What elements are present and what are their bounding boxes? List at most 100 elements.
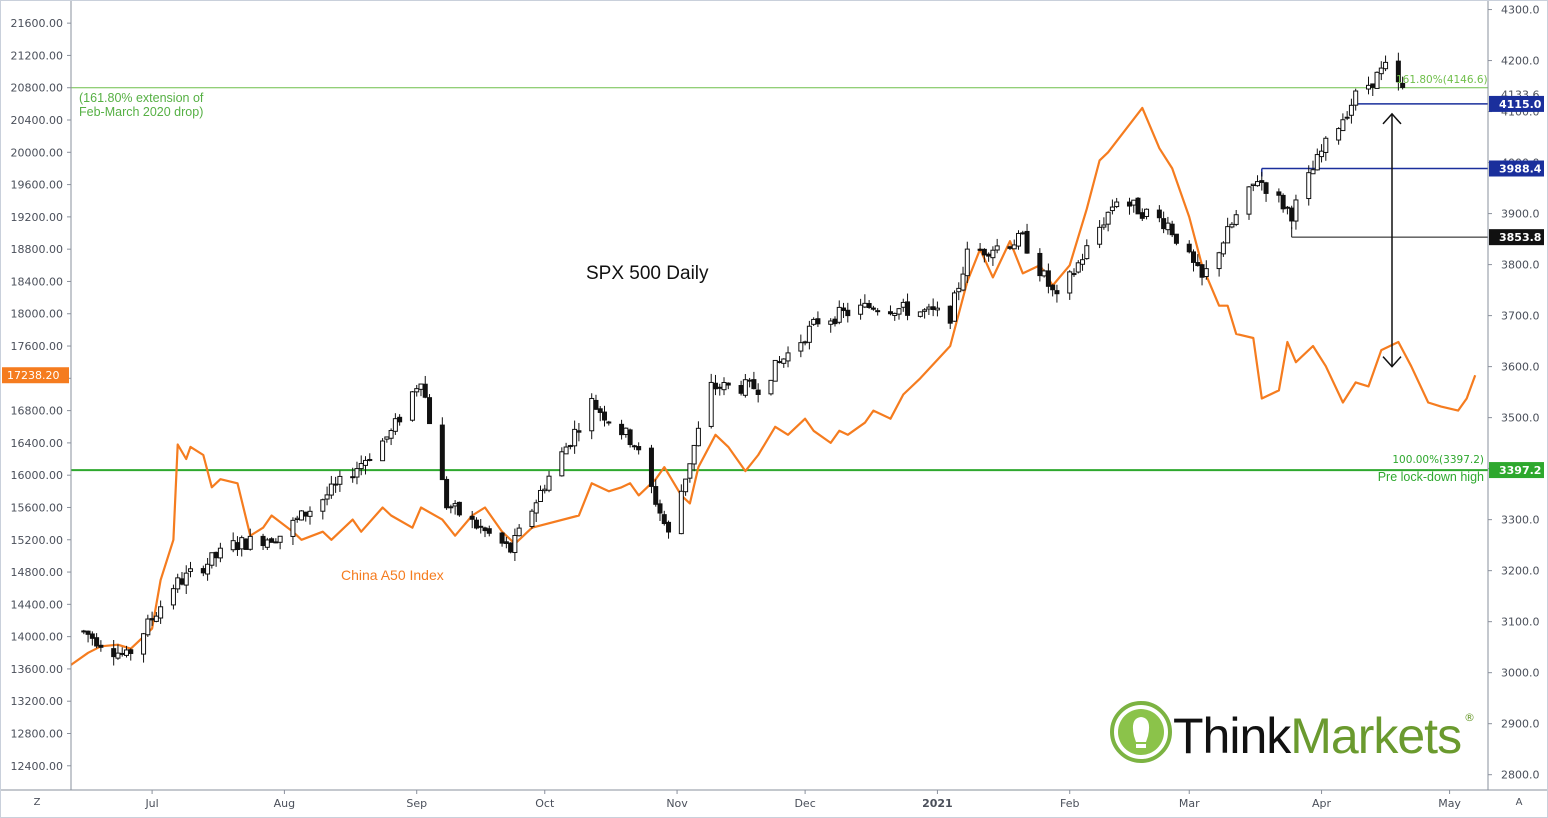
spx-candle (1114, 197, 1120, 209)
spx-candle (205, 557, 211, 581)
spx-candle (1109, 199, 1115, 215)
spx-candle (512, 528, 518, 562)
spx-candle (602, 405, 608, 427)
spx-candle (128, 648, 134, 661)
spx-candle (917, 311, 923, 318)
spx-candle (1220, 241, 1226, 257)
spx-candle (1263, 181, 1269, 202)
spx-candle (1259, 171, 1265, 191)
spx-candle (1050, 284, 1056, 297)
spx-candle (546, 470, 552, 493)
spx-candle (508, 542, 514, 554)
spx-candle (627, 428, 633, 448)
spx-candle (1105, 211, 1111, 232)
spx-candle (1395, 52, 1401, 91)
left-tick-label: 14400.00 (11, 598, 64, 611)
spx-candle (781, 358, 787, 368)
spx-candle (1353, 88, 1359, 111)
spx-candle (469, 510, 475, 529)
spx-candle (683, 478, 689, 496)
logo-lightbulb-icon (1132, 717, 1150, 742)
spx-candle (661, 510, 667, 526)
spx-candle (499, 531, 505, 547)
spx-candle (772, 359, 778, 382)
spx-candle (631, 444, 637, 450)
month-label: Sep (406, 797, 427, 810)
spx-candle (145, 614, 151, 637)
auto-scale-button[interactable]: A (1515, 797, 1523, 808)
spx-candle (1400, 76, 1406, 90)
spx-candle (213, 551, 219, 567)
china-a50-line (70, 106, 1477, 666)
spx-candle (708, 373, 714, 429)
spx-candle (290, 517, 296, 545)
spx-candle (1144, 208, 1150, 220)
spx-candle (1016, 230, 1022, 250)
month-label: Feb (1060, 797, 1079, 810)
left-tick-label: 20400.00 (11, 114, 64, 127)
spx-candle (721, 377, 727, 396)
left-tick-label: 16400.00 (11, 437, 64, 450)
zoom-button[interactable]: Z (33, 797, 41, 808)
spx-candle (392, 413, 398, 435)
spx-candle (811, 317, 817, 326)
spx-candle (1071, 268, 1077, 277)
spx-candle (1067, 270, 1073, 300)
right-tick-label: 3600.0 (1501, 361, 1540, 374)
spx-candle (657, 499, 663, 521)
spx-candle (785, 346, 791, 368)
left-tick-label: 21600.00 (11, 17, 64, 30)
spx-candle (1169, 220, 1175, 238)
spx-candle (298, 510, 304, 521)
spx-candle (516, 524, 522, 537)
spx-candle (1186, 240, 1192, 254)
spx-candle (1233, 209, 1239, 227)
spx-candle (85, 630, 91, 643)
spx-candle (930, 298, 936, 317)
level-lines (71, 87, 1488, 472)
spx-candle (572, 420, 578, 454)
spx-candle (900, 298, 906, 312)
spx-candle (559, 447, 565, 477)
spx-candle (593, 394, 599, 410)
spx-candle (384, 436, 390, 443)
month-label: 2021 (922, 797, 953, 810)
spx-candle (678, 484, 684, 535)
month-label: Nov (666, 797, 688, 810)
left-tick-label: 19200.00 (11, 211, 64, 224)
thinkmarkets-logo: ThinkMarkets ® (1110, 701, 1475, 764)
month-label: May (1438, 797, 1461, 810)
spx-candle (1007, 245, 1013, 251)
fib-note-line2: Feb-March 2020 drop) (79, 105, 203, 119)
spx-candle (1378, 61, 1384, 81)
spx-candle (1383, 55, 1389, 72)
spx-candle (832, 316, 838, 327)
logo-markets-text: Markets (1290, 708, 1461, 764)
right-price-badge (1489, 229, 1544, 246)
current-price-label: 17238.20 (7, 369, 60, 382)
spx-candle (230, 532, 236, 553)
spx-candle (153, 612, 159, 623)
spx-candle (691, 444, 697, 472)
logo-ring-icon (1110, 701, 1172, 763)
spx-candle (1319, 144, 1325, 163)
spx-candle (239, 535, 245, 557)
spx-candle (1310, 160, 1316, 175)
month-label: Aug (274, 797, 295, 810)
spx-candle (755, 383, 761, 403)
spx-candle (307, 506, 313, 525)
left-tick-label: 20800.00 (11, 82, 64, 95)
spx-candle (1054, 284, 1060, 303)
spx-candle (606, 420, 612, 426)
fib-161-label: 161.80%(4146.6) (1396, 74, 1488, 86)
spx-candle (89, 631, 95, 646)
spx-candle (960, 266, 966, 292)
spx-candle (1276, 188, 1282, 203)
spx-candle (589, 393, 595, 440)
spx-candle (1344, 111, 1350, 121)
spx-candle (934, 301, 940, 317)
spx-candle (866, 300, 872, 309)
spx-candle (947, 305, 953, 330)
